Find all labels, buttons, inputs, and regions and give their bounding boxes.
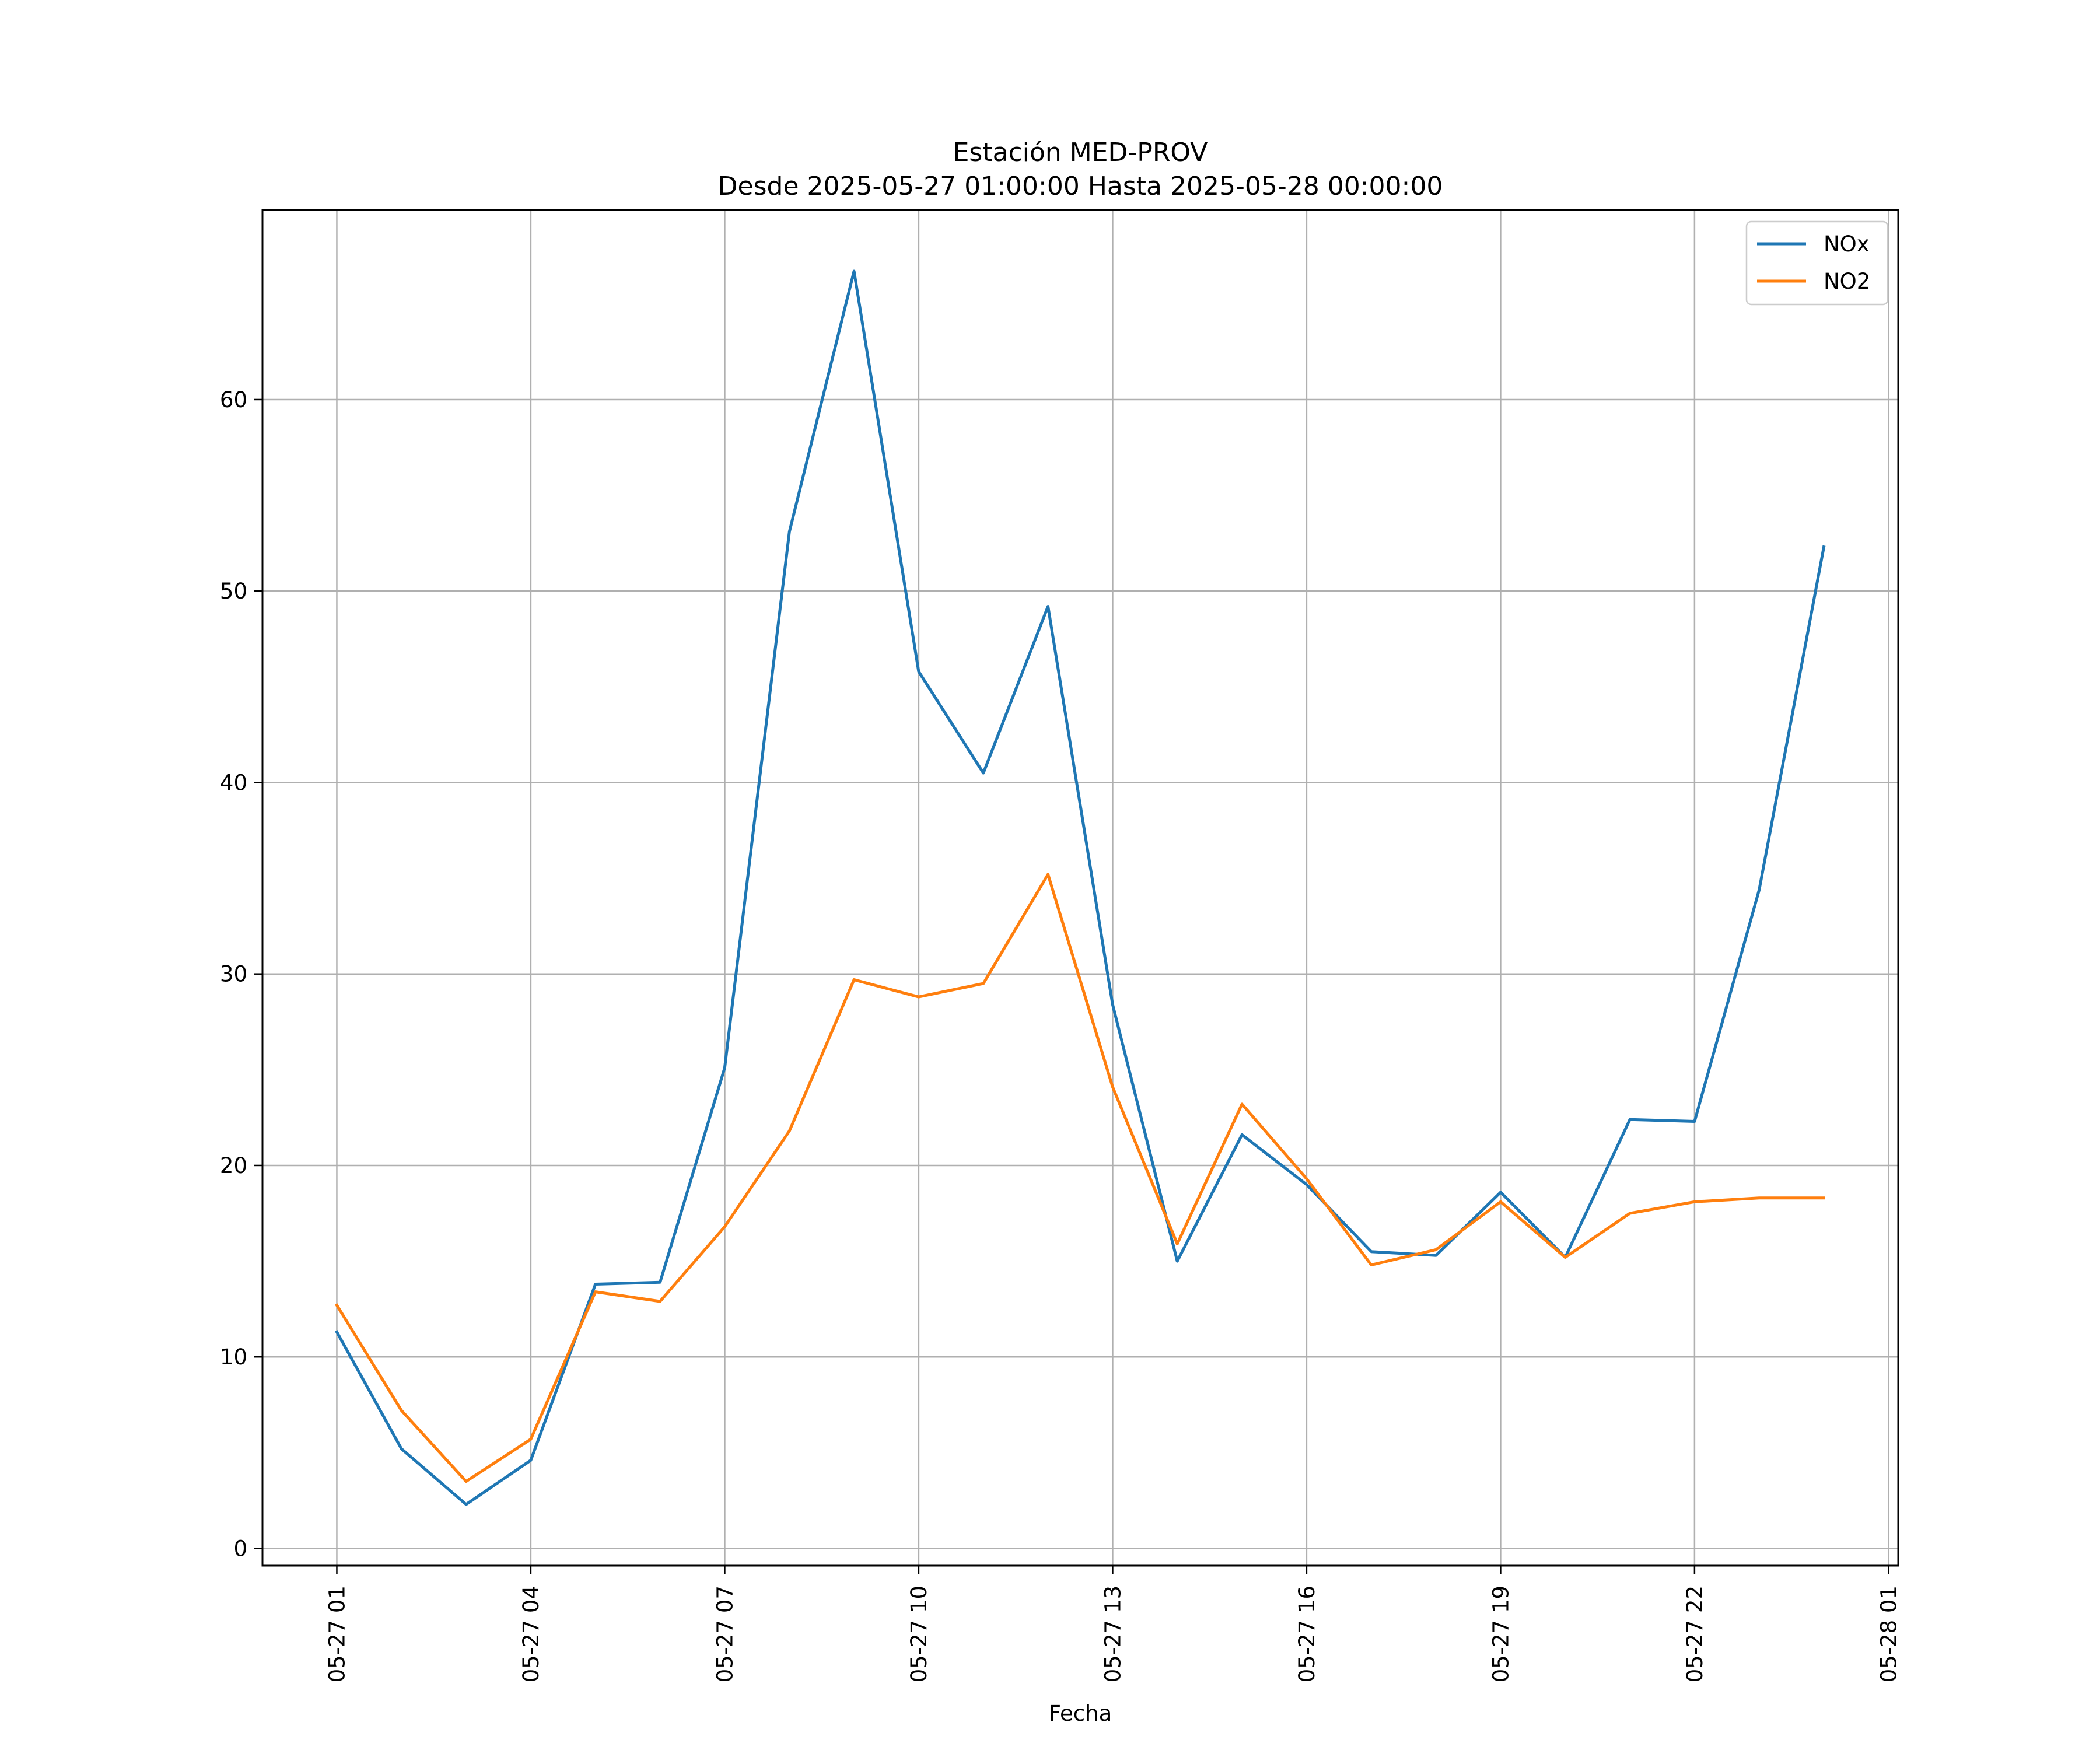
x-tick-label: 05-27 04 [519,1586,544,1682]
y-tick-label: 30 [220,962,247,987]
legend-label-nox: NOx [1824,232,1870,257]
x-tick-label: 05-27 16 [1294,1586,1320,1682]
grid [262,210,1898,1566]
y-tick-label: 0 [233,1536,247,1561]
y-tick-label: 40 [220,770,247,795]
x-tick-label: 05-27 10 [907,1586,932,1682]
x-tick-label: 05-27 22 [1682,1586,1707,1682]
legend: NOx NO2 [1745,220,1889,306]
series-line-no2 [335,873,1825,1483]
y-tick-label: 10 [220,1345,247,1370]
x-axis: 05-27 01 05-27 04 05-27 07 05-27 10 05-27 13… [324,1566,1901,1682]
chart-subtitle: Desde 2025-05-27 01:00:00 Hasta 2025-05-… [718,172,1443,201]
series-group [335,270,1826,1506]
x-tick-label: 05-28 01 [1876,1586,1901,1682]
legend-label-no2: NO2 [1824,269,1870,294]
y-tick-label: 20 [220,1153,247,1178]
x-tick-label: 05-27 19 [1488,1586,1513,1682]
x-axis-label: Fecha [1049,1701,1112,1726]
plot-frame [261,209,1899,1567]
x-tick-label: 05-27 13 [1100,1586,1125,1682]
y-axis: 0 10 20 30 40 50 60 [220,387,262,1561]
x-tick-label: 05-27 07 [712,1586,737,1682]
y-tick-label: 50 [220,579,247,604]
y-tick-label: 60 [220,387,247,412]
x-tick-label: 05-27 01 [324,1586,349,1682]
chart-title: Estación MED-PROV [953,138,1208,167]
